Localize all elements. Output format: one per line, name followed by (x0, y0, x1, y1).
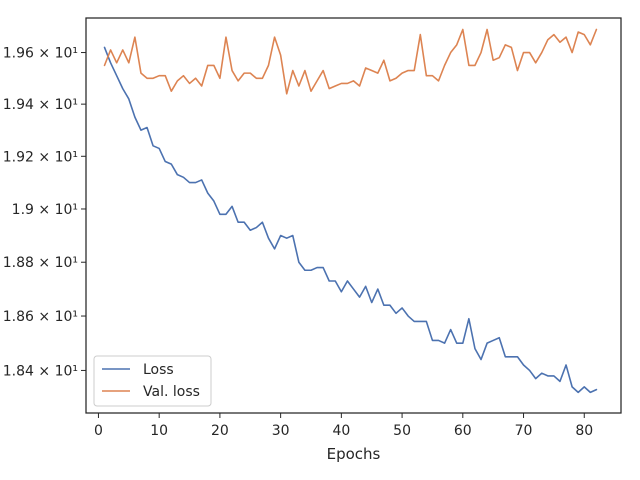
x-tick-label: 80 (575, 423, 593, 439)
y-tick-label: 1.84 × 10¹ (3, 363, 78, 379)
y-tick-label: 1.9 × 10¹ (12, 202, 78, 218)
x-tick-label: 50 (393, 423, 411, 439)
x-tick-label: 40 (332, 423, 350, 439)
y-tick-label: 1.96 × 10¹ (3, 46, 78, 62)
series-lines (103, 28, 598, 394)
legend-label-loss: Loss (143, 362, 174, 378)
x-tick-label: 10 (150, 423, 168, 439)
series-line-val-loss (103, 28, 598, 95)
legend-label-val-loss: Val. loss (143, 384, 200, 400)
x-tick-label: 60 (454, 423, 472, 439)
y-tick-label: 1.92 × 10¹ (3, 149, 78, 165)
y-axis: 1.84 × 10¹ 1.86 × 10¹ 1.88 × 10¹ 1.9 × 10¹ 1… (3, 46, 86, 379)
series-line-loss (103, 46, 598, 394)
x-tick-label: 70 (515, 423, 533, 439)
y-tick-label: 1.86 × 10¹ (3, 309, 78, 325)
legend: Loss Val. loss (93, 355, 212, 407)
y-tick-label: 1.88 × 10¹ (3, 255, 78, 271)
x-tick-label: 0 (94, 423, 103, 439)
x-tick-label: 20 (211, 423, 229, 439)
plot-frame (85, 17, 622, 414)
x-tick-label: 30 (272, 423, 290, 439)
x-axis-label: Epochs (327, 445, 381, 463)
x-axis: 0 10 20 30 40 50 60 70 80 (94, 413, 593, 439)
y-tick-label: 1.94 × 10¹ (3, 97, 78, 113)
